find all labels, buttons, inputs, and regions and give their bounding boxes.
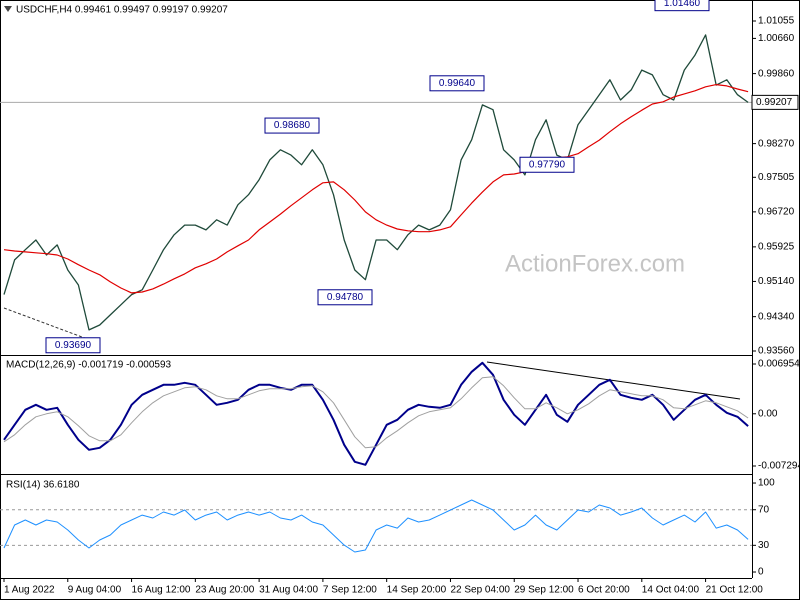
x-tick-label: 16 Aug 12:00 <box>132 585 191 596</box>
x-tick-label: 14 Sep 20:00 <box>387 585 447 596</box>
symbol-icon <box>4 6 12 12</box>
annotation-box <box>519 156 575 173</box>
annotation-box <box>45 337 101 354</box>
y-tick-label: 0.95140 <box>758 276 795 287</box>
annotation-label: 0.94780 <box>327 292 364 303</box>
series-line <box>3 84 749 294</box>
y-tick-label: 0.99860 <box>758 68 795 79</box>
chart-title: USDCHF,H4 0.99461 0.99497 0.99197 0.9920… <box>16 5 228 16</box>
x-tick-label: 9 Aug 04:00 <box>68 585 122 596</box>
trend-line <box>486 361 741 400</box>
last-price-box <box>751 94 799 110</box>
annotation-box <box>654 0 710 12</box>
annotation-box <box>429 75 485 92</box>
x-tick-label: 7 Sep 12:00 <box>323 585 377 596</box>
x-tick-label: 6 Oct 20:00 <box>578 585 630 596</box>
y-tick-label: 0.96720 <box>758 207 795 218</box>
x-tick-label: 31 Aug 04:00 <box>259 585 318 596</box>
series-line <box>3 499 749 553</box>
y-tick-label: 30 <box>758 540 770 551</box>
y-tick-label: 70 <box>758 504 770 515</box>
x-tick-label: 23 Aug 20:00 <box>195 585 254 596</box>
annotation-label: 0.93690 <box>55 340 92 351</box>
x-tick-label: 22 Sep 04:00 <box>450 585 510 596</box>
y-tick-label: 0.97505 <box>758 172 795 183</box>
annotation-box <box>264 117 320 134</box>
annotation-label: 0.98680 <box>274 120 311 131</box>
watermark: ActionForex.com <box>505 250 685 277</box>
x-tick-label: 14 Oct 04:00 <box>642 585 700 596</box>
y-tick-label: 0.98270 <box>758 138 795 149</box>
y-tick-label: 100 <box>758 478 775 489</box>
y-tick-label: 0.94340 <box>758 311 795 322</box>
series-line <box>3 34 749 331</box>
annotation-label: 0.97790 <box>529 159 566 170</box>
annotation-label: 1.01460 <box>664 0 701 9</box>
series-line <box>3 376 749 449</box>
y-tick-label: 0.93560 <box>758 346 795 357</box>
x-tick-label: 21 Oct 12:00 <box>706 585 764 596</box>
last-price-label: 0.99207 <box>756 97 793 108</box>
chart-title: RSI(14) 36.6180 <box>6 480 80 491</box>
x-tick-label: 29 Sep 12:00 <box>514 585 574 596</box>
chart-title: MACD(12,26,9) -0.001719 -0.000593 <box>6 360 172 371</box>
y-tick-label: 0.95925 <box>758 242 795 253</box>
y-tick-label: 0.006954 <box>758 359 800 370</box>
annotation-box <box>317 289 373 306</box>
annotation-label: 0.99640 <box>439 78 476 89</box>
series-line <box>3 361 749 466</box>
y-tick-label: 0.00 <box>758 408 778 419</box>
y-tick-label: 1.00660 <box>758 33 795 44</box>
y-tick-label: 0 <box>758 567 764 578</box>
trend-line <box>3 307 91 341</box>
y-tick-label: -0.007294 <box>758 461 800 472</box>
y-tick-label: 1.01055 <box>758 16 795 27</box>
x-tick-label: 1 Aug 2022 <box>4 585 55 596</box>
